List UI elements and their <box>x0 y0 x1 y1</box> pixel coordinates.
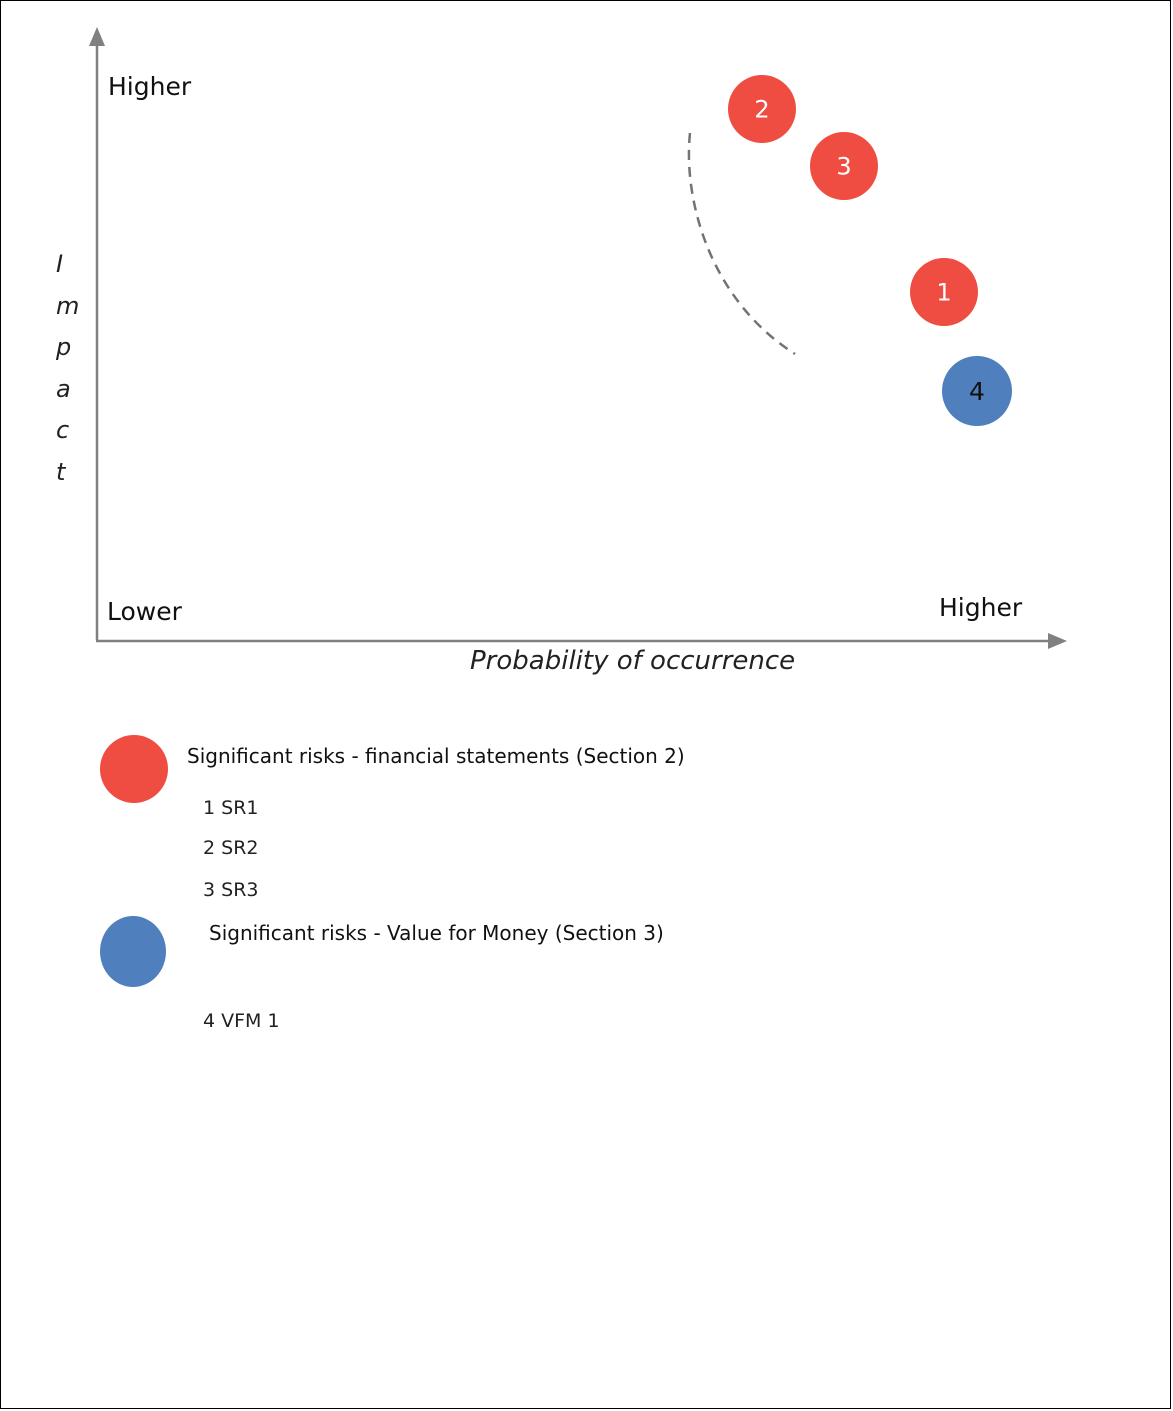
x-axis-high-label: Higher <box>939 593 1023 622</box>
y-axis-title-letter: t <box>56 457 66 486</box>
legend-financial-title: Significant risks - financial statements… <box>187 744 685 768</box>
x-axis-title: Probability of occurrence <box>470 646 796 676</box>
y-axis-title-letter: I <box>56 250 64 278</box>
legend-vfm-title: Significant risks - Value for Money (Sec… <box>209 921 664 945</box>
legend-item-sr3: 3 SR3 <box>203 879 259 901</box>
legend-vfm-swatch <box>100 916 166 987</box>
y-axis-title-letter: p <box>56 333 72 361</box>
legend-financial-swatch <box>100 735 168 803</box>
risk-marker-label-1: 1 <box>936 279 951 307</box>
y-axis-title-letter: a <box>56 374 71 403</box>
risk-markers: 2 3 1 4 <box>728 75 1012 426</box>
y-axis-title-letter: c <box>56 416 70 444</box>
risk-marker-1 <box>910 258 978 326</box>
x-axis-arrowhead <box>1048 633 1067 649</box>
risk-marker-label-4: 4 <box>969 377 985 406</box>
risk-marker-3 <box>810 132 878 200</box>
y-axis-arrowhead <box>89 27 105 46</box>
risk-matrix-diagram: 2 3 1 4 <box>89 27 1067 649</box>
legend-item-sr1: 1 SR1 <box>203 797 259 819</box>
y-axis-high-label: Higher <box>108 72 192 101</box>
risk-marker-4 <box>942 356 1012 426</box>
risk-threshold-curve <box>687 132 796 356</box>
x-axis-low-label: Lower <box>107 597 182 626</box>
legend-item-vfm1: 4 VFM 1 <box>203 1010 280 1032</box>
risk-marker-2 <box>728 75 796 143</box>
y-axis-title-letter: m <box>56 291 80 320</box>
risk-marker-label-3: 3 <box>836 153 851 181</box>
legend-item-sr2: 2 SR2 <box>203 837 259 859</box>
risk-marker-label-2: 2 <box>754 96 769 124</box>
